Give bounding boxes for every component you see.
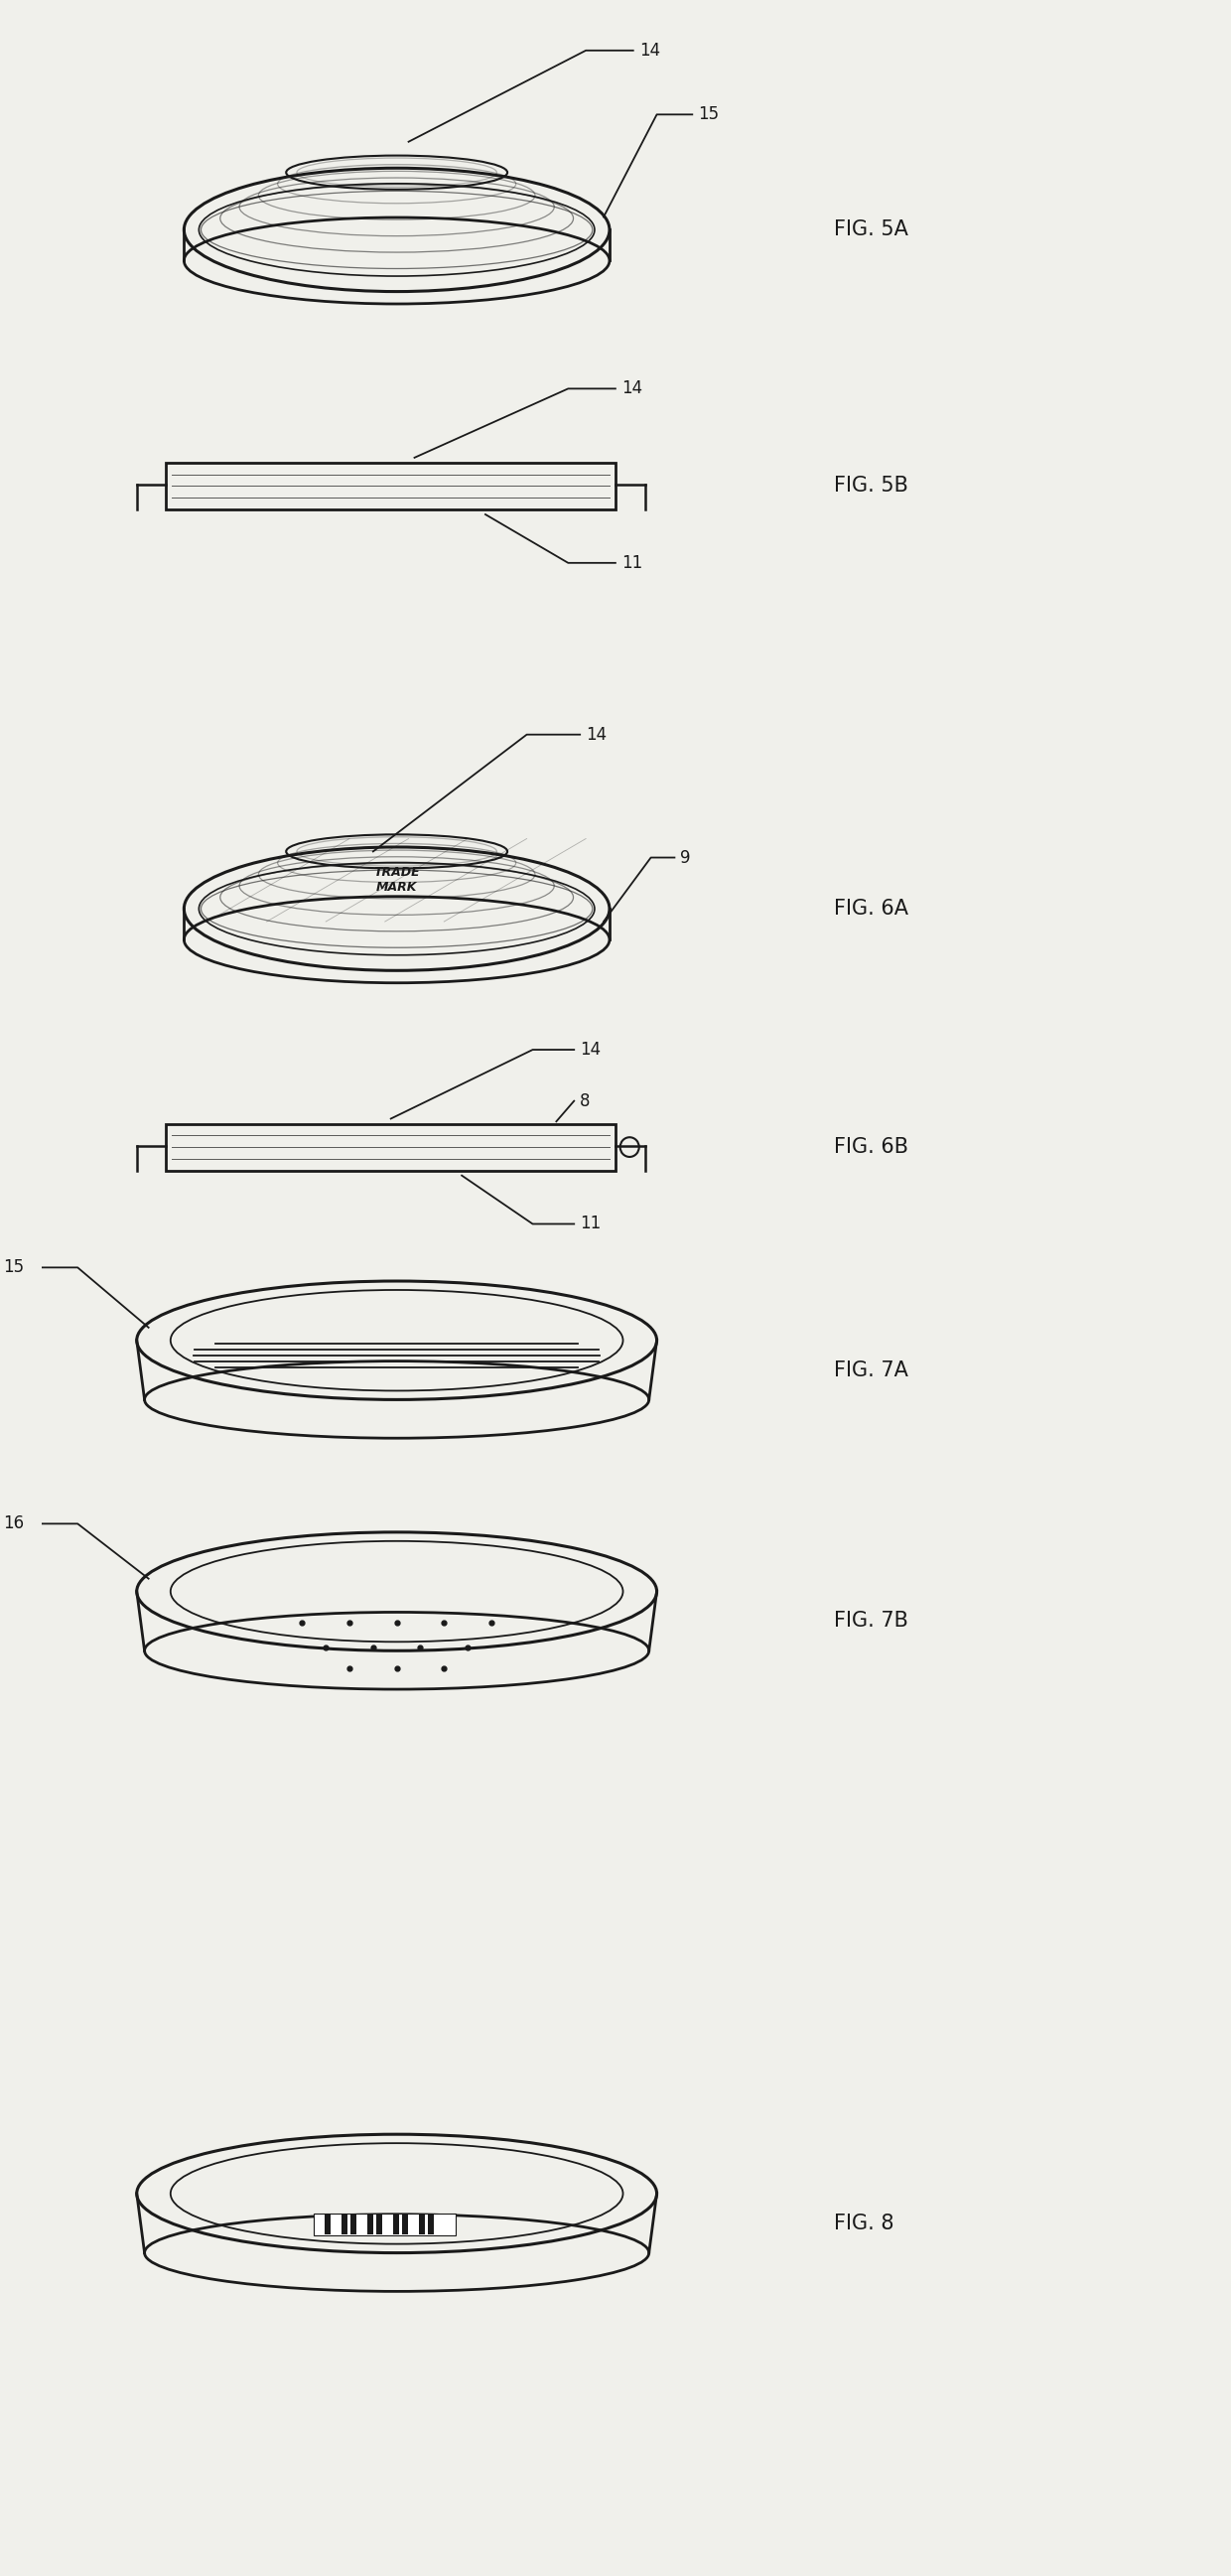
Bar	[351, 2215, 356, 2233]
Bar	[428, 2215, 433, 2233]
Bar	[394, 2215, 399, 2233]
Text: TRADE
MARK: TRADE MARK	[374, 866, 420, 894]
Bar	[325, 2215, 330, 2233]
Text: 16: 16	[4, 1515, 25, 1533]
Bar	[342, 2215, 347, 2233]
Bar	[420, 2215, 425, 2233]
Bar	[166, 464, 616, 510]
Text: 14: 14	[586, 726, 607, 744]
Text: 14: 14	[622, 379, 643, 397]
Bar	[314, 2213, 455, 2236]
Text: 15: 15	[698, 106, 719, 124]
Text: FIG. 7A: FIG. 7A	[835, 1360, 908, 1381]
Text: 15: 15	[4, 1260, 25, 1278]
Text: 8: 8	[580, 1092, 591, 1110]
Text: FIG. 7B: FIG. 7B	[835, 1610, 908, 1631]
Text: 11: 11	[622, 554, 643, 572]
Text: 14: 14	[639, 41, 660, 59]
Text: FIG. 5A: FIG. 5A	[835, 219, 908, 240]
Text: 9: 9	[681, 848, 691, 866]
Bar	[368, 2215, 373, 2233]
Bar	[403, 2215, 407, 2233]
Text: 14: 14	[580, 1041, 601, 1059]
Text: 11: 11	[580, 1216, 601, 1234]
Bar	[166, 1123, 616, 1170]
Text: FIG. 6B: FIG. 6B	[835, 1136, 908, 1157]
Text: FIG. 5B: FIG. 5B	[835, 477, 908, 497]
Text: FIG. 8: FIG. 8	[835, 2213, 894, 2233]
Text: FIG. 6A: FIG. 6A	[835, 899, 908, 920]
Bar	[377, 2215, 382, 2233]
